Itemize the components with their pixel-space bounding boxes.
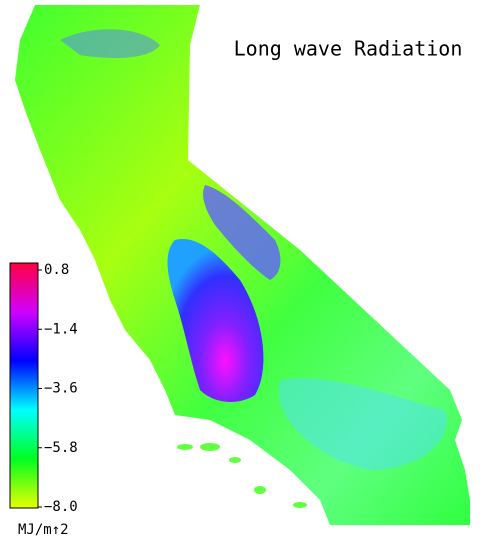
colorbar-tick-label: 0.8 <box>44 262 69 278</box>
colorbar-tick-label: −5.8 <box>44 440 78 456</box>
colorbar <box>9 262 39 509</box>
colorbar-tick-label: −8.0 <box>44 499 78 515</box>
colorbar-unit: MJ/m↑2 <box>18 522 69 538</box>
north-blue <box>60 29 160 58</box>
desert-cyan <box>278 377 447 470</box>
colorbar-tick-label: −1.4 <box>44 321 78 337</box>
map-title: Long wave Radiation <box>234 37 463 61</box>
valley-low <box>167 239 264 402</box>
mountain-blue <box>203 185 281 280</box>
islands <box>177 443 307 508</box>
colorbar-ticks: −8.0 −5.8 −3.6 −1.4 0.8 <box>38 262 78 515</box>
colorbar-tick-label: −3.6 <box>44 381 78 397</box>
